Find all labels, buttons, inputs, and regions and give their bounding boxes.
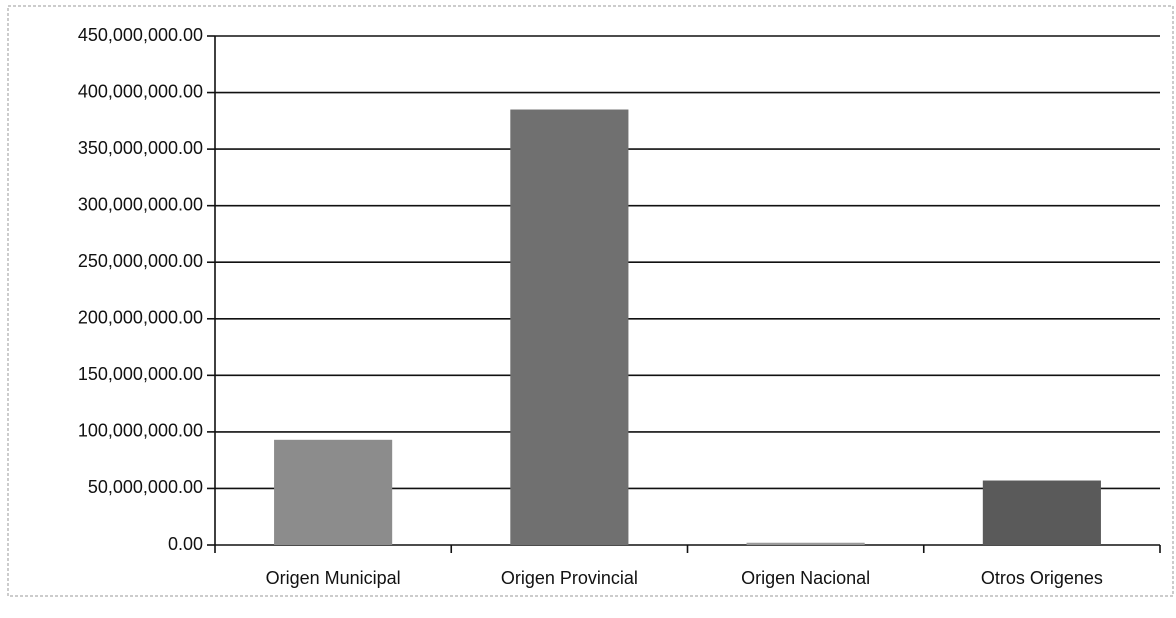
y-tick-label: 300,000,000.00 <box>78 194 203 214</box>
bar <box>274 439 393 545</box>
bar <box>982 480 1101 545</box>
y-tick-label: 400,000,000.00 <box>78 81 203 101</box>
y-tick-label: 50,000,000.00 <box>88 477 203 497</box>
x-tick-label: Origen Provincial <box>501 568 638 588</box>
y-tick-label: 150,000,000.00 <box>78 364 203 384</box>
y-tick-label: 450,000,000.00 <box>78 25 203 45</box>
bar <box>510 109 629 546</box>
y-tick-label: 200,000,000.00 <box>78 308 203 328</box>
x-tick-label: Otros Origenes <box>981 568 1103 588</box>
y-tick-label: 100,000,000.00 <box>78 421 203 441</box>
y-tick-label: 0.00 <box>168 534 203 554</box>
x-tick-label: Origen Nacional <box>741 568 870 588</box>
bar <box>746 542 865 545</box>
y-tick-label: 350,000,000.00 <box>78 138 203 158</box>
x-tick-label: Origen Municipal <box>266 568 401 588</box>
chart-border <box>7 5 1174 597</box>
y-tick-label: 250,000,000.00 <box>78 251 203 271</box>
